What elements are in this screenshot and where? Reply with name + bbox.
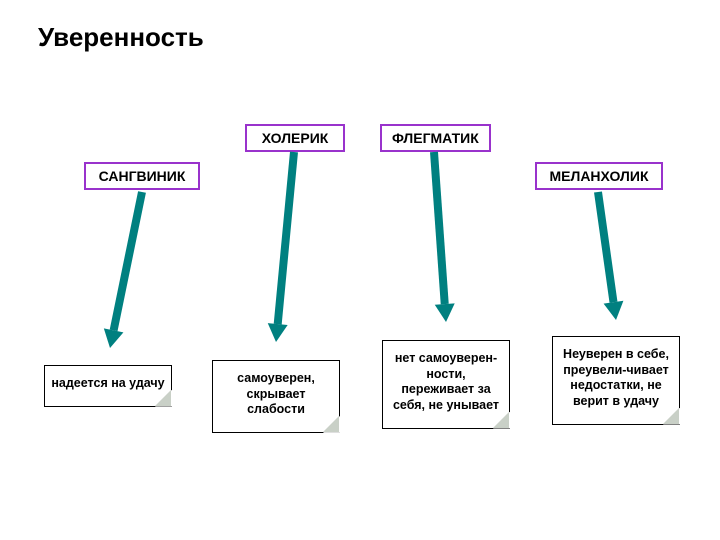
type-label: ФЛЕГМАТИК: [392, 130, 479, 146]
arrows-layer: [0, 0, 720, 540]
note-text: нет самоуверен-ности, переживает за себя…: [393, 351, 499, 412]
note-holerik: самоуверен, скрывает слабости: [212, 360, 340, 433]
type-box-sangvinik: САНГВИНИК: [84, 162, 200, 190]
note-text: надеется на удачу: [51, 376, 164, 390]
note-text: самоуверен, скрывает слабости: [237, 371, 315, 416]
type-label: МЕЛАНХОЛИК: [550, 168, 649, 184]
note-melanholik: Неуверен в себе, преувели-чивает недоста…: [552, 336, 680, 425]
type-label: САНГВИНИК: [99, 168, 186, 184]
type-box-flegmatik: ФЛЕГМАТИК: [380, 124, 491, 152]
note-sangvinik: надеется на удачу: [44, 365, 172, 407]
type-box-melanholik: МЕЛАНХОЛИК: [535, 162, 663, 190]
type-box-holerik: ХОЛЕРИК: [245, 124, 345, 152]
page-title: Уверенность: [38, 22, 204, 53]
note-flegmatik: нет самоуверен-ности, переживает за себя…: [382, 340, 510, 429]
type-label: ХОЛЕРИК: [262, 130, 329, 146]
note-text: Неуверен в себе, преувели-чивает недоста…: [563, 347, 669, 408]
